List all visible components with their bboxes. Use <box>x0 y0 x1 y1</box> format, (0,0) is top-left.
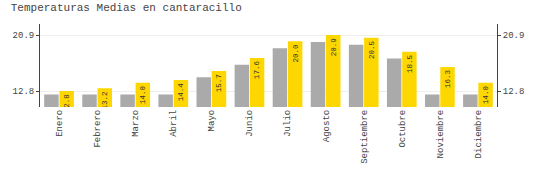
svg-text:Septiembre: Septiembre <box>360 110 370 164</box>
svg-text:Agosto: Agosto <box>322 110 332 142</box>
svg-text:14.0: 14.0 <box>139 86 147 105</box>
svg-text:20.9: 20.9 <box>13 31 35 41</box>
svg-text:Enero: Enero <box>55 110 65 137</box>
svg-text:Octubre: Octubre <box>398 110 408 148</box>
svg-text:15.7: 15.7 <box>215 74 223 92</box>
svg-text:13.2: 13.2 <box>101 92 109 107</box>
svg-text:20.9: 20.9 <box>330 38 338 56</box>
svg-text:Noviembre: Noviembre <box>436 110 446 159</box>
svg-text:20.0: 20.0 <box>292 44 300 63</box>
svg-text:Diciembre: Diciembre <box>474 110 484 159</box>
svg-text:Marzo: Marzo <box>131 110 141 137</box>
svg-text:14.0: 14.0 <box>482 86 490 105</box>
svg-text:20.5: 20.5 <box>368 41 376 60</box>
svg-text:Temperaturas Medias en cantara: Temperaturas Medias en cantaracillo <box>11 2 242 14</box>
svg-text:17.6: 17.6 <box>253 61 261 80</box>
svg-text:14.4: 14.4 <box>177 83 185 102</box>
svg-text:12.8: 12.8 <box>13 87 35 97</box>
svg-text:Abril: Abril <box>169 110 179 137</box>
svg-text:12.8: 12.8 <box>63 94 71 107</box>
svg-text:Febrero: Febrero <box>93 110 103 148</box>
svg-text:16.3: 16.3 <box>444 70 452 89</box>
svg-text:12.8: 12.8 <box>503 87 525 97</box>
svg-text:Julio: Julio <box>283 110 293 137</box>
svg-text:Mayo: Mayo <box>207 110 217 132</box>
svg-text:Junio: Junio <box>245 110 255 137</box>
svg-text:20.9: 20.9 <box>503 31 525 41</box>
svg-text:18.5: 18.5 <box>406 54 414 73</box>
